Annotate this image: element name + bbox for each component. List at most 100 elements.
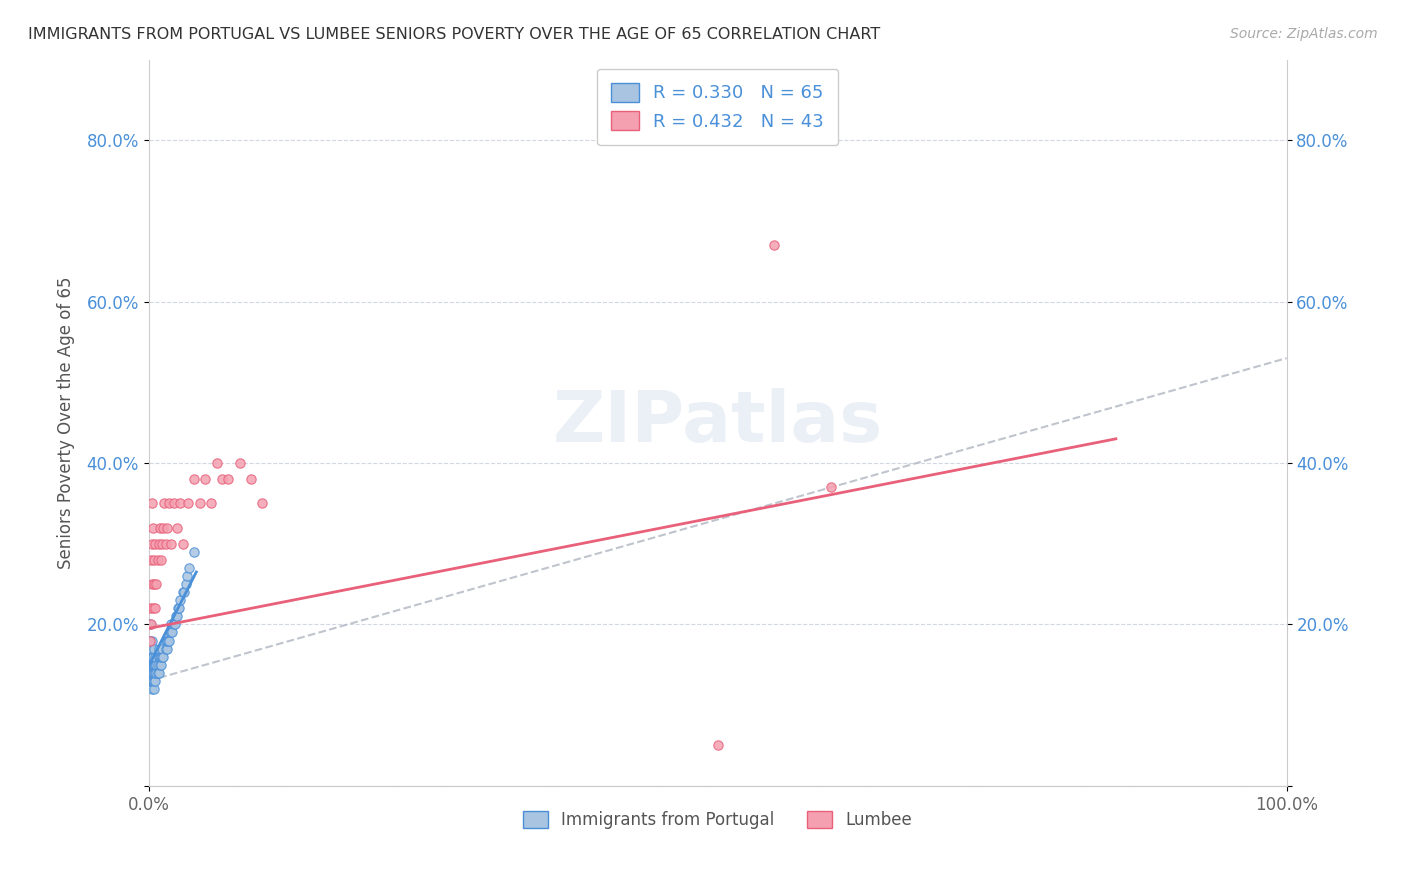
Point <box>149 520 172 534</box>
Point <box>183 472 205 486</box>
Point <box>143 673 166 688</box>
Point <box>142 665 165 680</box>
Text: IMMIGRANTS FROM PORTUGAL VS LUMBEE SENIORS POVERTY OVER THE AGE OF 65 CORRELATIO: IMMIGRANTS FROM PORTUGAL VS LUMBEE SENIO… <box>28 27 880 42</box>
Point <box>141 657 163 672</box>
Point <box>159 625 181 640</box>
Point <box>143 641 166 656</box>
Point <box>141 665 163 680</box>
Point <box>155 641 177 656</box>
Point <box>143 665 166 680</box>
Point <box>143 657 166 672</box>
Point <box>143 649 166 664</box>
Point <box>149 657 172 672</box>
Point <box>139 641 162 656</box>
Point <box>143 601 166 615</box>
Point <box>194 472 217 486</box>
Point <box>148 641 170 656</box>
Point <box>172 537 194 551</box>
Point <box>142 649 165 664</box>
Point <box>138 665 160 680</box>
Point <box>141 673 163 688</box>
Point <box>211 472 233 486</box>
Point <box>146 665 169 680</box>
Point <box>141 577 163 591</box>
Point <box>200 496 222 510</box>
Point <box>177 496 200 510</box>
Point <box>167 601 190 615</box>
Point <box>162 496 184 510</box>
Point <box>139 657 162 672</box>
Point <box>173 585 195 599</box>
Point <box>138 633 160 648</box>
Point <box>169 593 191 607</box>
Point <box>820 480 842 494</box>
Point <box>142 657 165 672</box>
Point <box>239 472 262 486</box>
Point <box>143 673 166 688</box>
Point <box>150 553 173 567</box>
Point <box>205 456 228 470</box>
Point <box>252 496 274 510</box>
Point <box>150 657 173 672</box>
Point <box>176 569 198 583</box>
Point <box>179 561 201 575</box>
Point <box>169 496 191 510</box>
Point <box>141 633 163 648</box>
Point <box>139 673 162 688</box>
Point <box>167 601 190 615</box>
Point <box>166 609 188 624</box>
Point <box>143 553 166 567</box>
Point <box>162 625 184 640</box>
Point <box>146 553 169 567</box>
Point <box>217 472 239 486</box>
Point <box>157 633 180 648</box>
Point <box>183 545 205 559</box>
Point <box>152 520 174 534</box>
Point <box>143 657 166 672</box>
Point <box>156 633 179 648</box>
Point <box>156 633 179 648</box>
Point <box>150 649 173 664</box>
Point <box>138 649 160 664</box>
Point <box>153 496 176 510</box>
Point <box>160 625 183 640</box>
Point <box>174 577 197 591</box>
Point <box>166 520 188 534</box>
Y-axis label: Seniors Poverty Over the Age of 65: Seniors Poverty Over the Age of 65 <box>58 277 75 569</box>
Point <box>152 649 174 664</box>
Point <box>706 739 728 753</box>
Legend: Immigrants from Portugal, Lumbee: Immigrants from Portugal, Lumbee <box>516 804 920 836</box>
Point <box>142 601 165 615</box>
Text: ZIPatlas: ZIPatlas <box>553 388 883 458</box>
Point <box>148 665 170 680</box>
Point <box>150 649 173 664</box>
Point <box>157 496 180 510</box>
Point <box>156 641 179 656</box>
Point <box>163 617 186 632</box>
Point <box>139 649 162 664</box>
Point <box>141 496 163 510</box>
Point <box>146 657 169 672</box>
Point <box>172 585 194 599</box>
Point <box>139 665 162 680</box>
Point <box>165 609 187 624</box>
Text: Source: ZipAtlas.com: Source: ZipAtlas.com <box>1230 27 1378 41</box>
Point <box>143 681 166 696</box>
Point <box>150 641 173 656</box>
Point <box>188 496 211 510</box>
Point <box>141 537 163 551</box>
Point <box>138 617 160 632</box>
Point <box>145 665 167 680</box>
Point <box>145 657 167 672</box>
Point <box>141 681 163 696</box>
Point <box>160 617 183 632</box>
Point <box>142 673 165 688</box>
Point <box>145 577 167 591</box>
Point <box>143 665 166 680</box>
Point <box>139 553 162 567</box>
Point <box>150 537 173 551</box>
Point <box>138 633 160 648</box>
Point <box>155 633 177 648</box>
Point <box>139 617 162 632</box>
Point <box>763 238 786 252</box>
